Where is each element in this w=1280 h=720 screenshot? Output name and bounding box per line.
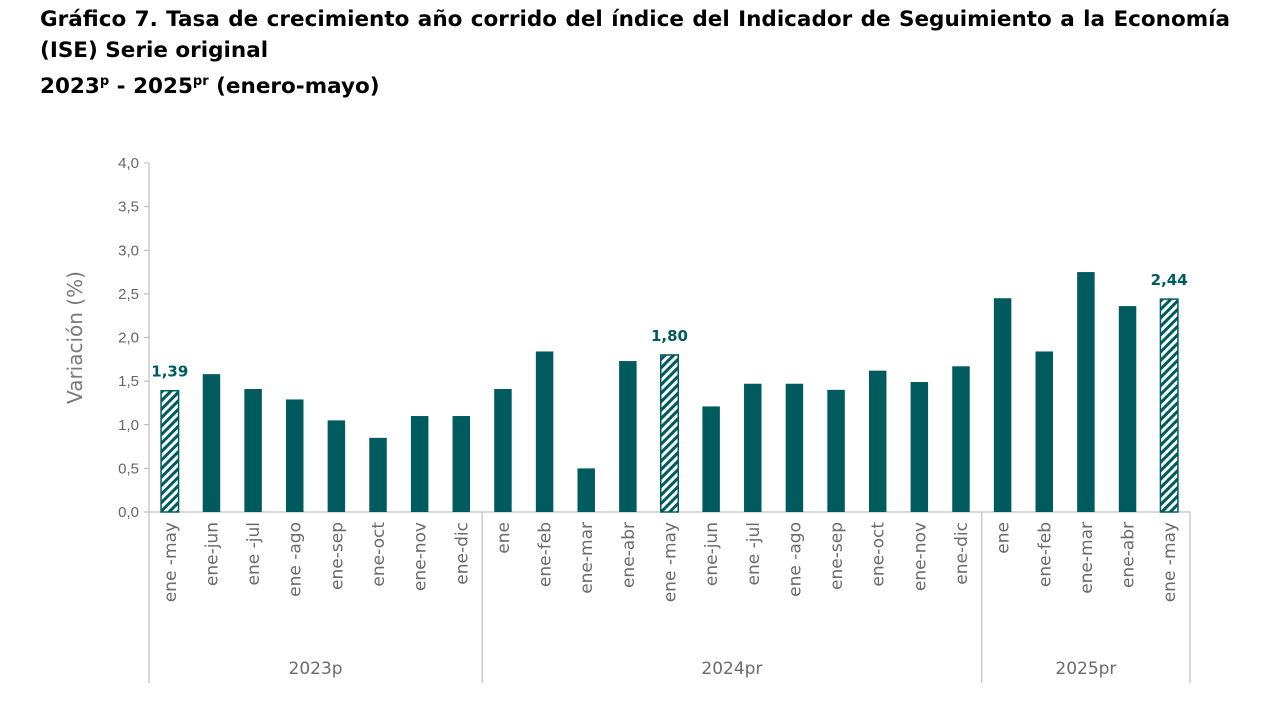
category-label: ene-feb — [536, 522, 556, 587]
category-label: ene — [494, 522, 514, 554]
data-label: 1,80 — [651, 327, 688, 345]
bar — [327, 420, 346, 512]
bar — [785, 383, 804, 512]
chart-title-line-1: Gráfico 7. Tasa de crecimiento año corri… — [40, 7, 1230, 32]
bar — [535, 351, 554, 512]
category-label: ene -jul — [244, 522, 264, 585]
category-label: ene-mar — [1077, 522, 1097, 594]
period-end-year: 2025 — [133, 74, 193, 99]
data-label: 1,39 — [151, 363, 188, 381]
bar — [827, 389, 845, 512]
category-label: ene-sep — [327, 522, 347, 590]
period-start-year: 2023 — [40, 74, 100, 99]
bar — [244, 388, 262, 512]
category-label: ene-oct — [369, 522, 389, 587]
bar — [369, 437, 387, 512]
bar — [619, 361, 637, 512]
y-tick-label: 4,0 — [118, 155, 139, 172]
bar — [410, 416, 429, 512]
bar — [452, 416, 471, 512]
bar — [285, 399, 304, 512]
category-label: ene-feb — [1035, 522, 1055, 587]
category-label: ene -jul — [744, 522, 764, 585]
category-label: ene-dic — [452, 522, 472, 585]
category-label: ene -ago — [785, 522, 805, 597]
bar — [744, 383, 762, 512]
period-range: (enero-mayo) — [208, 74, 380, 99]
bar — [494, 388, 512, 512]
bar — [952, 366, 970, 512]
bar — [702, 406, 720, 512]
category-label: ene-sep — [827, 522, 847, 590]
chart-title-block: Gráfico 7. Tasa de crecimiento año corri… — [40, 4, 1230, 102]
bar — [868, 370, 887, 512]
bar — [1077, 272, 1095, 512]
y-tick-label: 3,0 — [118, 242, 139, 259]
category-label: ene-jun — [202, 522, 222, 586]
chart-title-line-2: (ISE) Serie original — [40, 38, 269, 63]
period-end-suffix: pr — [192, 74, 209, 89]
y-tick-label: 2,5 — [118, 286, 139, 303]
category-label: ene-oct — [869, 522, 889, 587]
group-label: 2025pr — [1055, 659, 1116, 679]
category-label: ene-nov — [411, 522, 431, 591]
bar — [160, 389, 180, 513]
y-axis-title: Variación (%) — [63, 271, 87, 404]
y-tick-label: 0,0 — [118, 504, 139, 521]
bar — [577, 468, 595, 512]
category-label: ene -may — [1160, 522, 1180, 602]
y-tick-label: 1,5 — [118, 373, 139, 390]
chart-period: 2023p - 2025pr (enero-mayo) — [40, 66, 1230, 102]
bar — [202, 374, 221, 512]
category-label: ene-jun — [702, 522, 722, 586]
y-tick-label: 1,0 — [118, 417, 139, 434]
bar — [660, 354, 679, 513]
group-label: 2023p — [289, 659, 343, 679]
bar — [1118, 306, 1137, 512]
bar — [1159, 298, 1179, 513]
category-label: ene-abr — [1119, 522, 1139, 588]
category-label: ene -ago — [286, 522, 306, 597]
category-label: ene -may — [661, 522, 681, 602]
data-label: 2,44 — [1151, 271, 1188, 289]
category-label: ene-dic — [952, 522, 972, 585]
y-tick-label: 0,5 — [118, 460, 139, 477]
category-label: ene-nov — [910, 522, 930, 591]
bar — [910, 381, 929, 512]
category-label: ene-abr — [619, 522, 639, 588]
bar — [993, 298, 1012, 512]
period-start-suffix: p — [99, 74, 110, 89]
category-label: ene — [994, 522, 1014, 554]
category-label: ene-mar — [577, 522, 597, 594]
y-tick-label: 3,5 — [118, 199, 139, 216]
category-label: ene -may — [161, 522, 181, 602]
group-label: 2024pr — [701, 659, 762, 679]
period-separator: - — [109, 74, 134, 99]
y-tick-label: 2,0 — [118, 330, 139, 347]
bar — [1035, 351, 1054, 512]
